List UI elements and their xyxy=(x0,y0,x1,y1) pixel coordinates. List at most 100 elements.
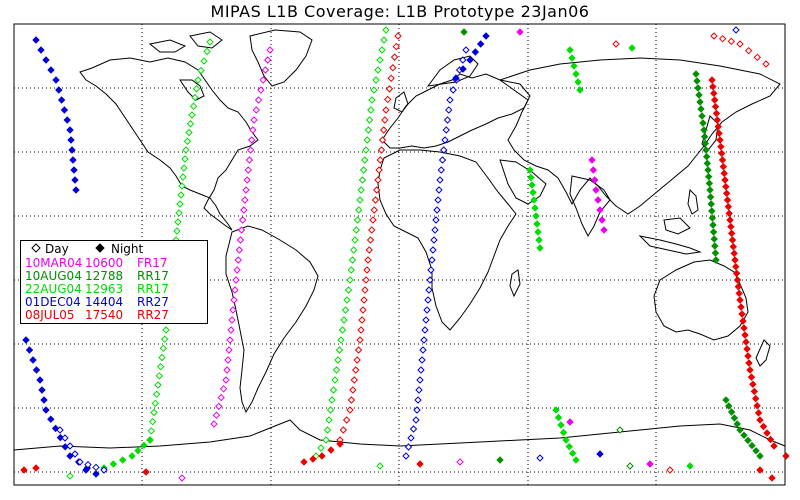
night-measurement-point xyxy=(25,346,34,354)
day-measurement-point xyxy=(148,417,157,426)
night-measurement-point xyxy=(707,200,715,208)
night-measurement-point xyxy=(722,396,730,404)
legend-entry-orbit: 12788 xyxy=(85,269,124,283)
night-measurement-point xyxy=(552,406,560,414)
day-measurement-point xyxy=(394,32,402,40)
night-measurement-point xyxy=(32,464,40,472)
night-measurement-point xyxy=(57,96,66,104)
day-measurement-point xyxy=(178,182,186,190)
night-measurement-point xyxy=(572,70,580,78)
day-measurement-point xyxy=(433,206,441,214)
night-measurement-point xyxy=(574,78,582,86)
night-measurement-point xyxy=(70,166,78,174)
day-measurement-point xyxy=(762,60,770,68)
day-measurement-point xyxy=(626,462,634,470)
night-measurement-point xyxy=(733,420,741,428)
day-measurement-point xyxy=(412,416,420,424)
night-measurement-point xyxy=(118,456,127,464)
day-measurement-point xyxy=(224,356,232,364)
day-measurement-point xyxy=(249,126,257,134)
night-measurement-point xyxy=(770,442,778,450)
legend-entry-code: RR27 xyxy=(137,308,169,322)
day-measurement-point xyxy=(353,356,361,364)
day-measurement-point xyxy=(350,376,358,384)
night-measurement-point xyxy=(32,366,41,374)
night-measurement-point xyxy=(37,46,45,54)
night-measurement-point xyxy=(701,139,710,148)
night-measurement-point xyxy=(709,221,717,229)
night-measurement-point xyxy=(68,146,76,154)
day-measurement-point xyxy=(234,256,242,264)
day-measurement-point xyxy=(237,226,246,234)
day-measurement-point xyxy=(430,236,438,244)
day-measurement-point xyxy=(219,385,228,393)
night-measurement-point xyxy=(554,413,563,422)
night-measurement-point xyxy=(750,387,758,396)
day-measurement-point xyxy=(459,56,467,64)
night-measurement-point xyxy=(740,431,748,439)
day-measurement-point xyxy=(259,76,267,84)
night-measurement-point xyxy=(706,186,714,194)
night-measurement-point xyxy=(460,28,468,36)
day-measurement-point xyxy=(92,463,100,472)
day-measurement-point xyxy=(343,296,351,304)
night-measurement-point xyxy=(721,176,729,184)
day-measurement-point xyxy=(415,386,423,394)
night-measurement-point xyxy=(746,366,754,374)
night-measurement-point xyxy=(756,452,764,460)
legend-entry-date: 08JUL05 xyxy=(25,308,75,322)
day-measurement-point xyxy=(422,316,430,324)
legend-entry-orbit: 12963 xyxy=(85,282,124,296)
night-measurement-point xyxy=(711,249,720,257)
day-measurement-point xyxy=(192,85,201,93)
night-measurement-point xyxy=(709,228,718,236)
day-measurement-point xyxy=(203,47,211,56)
day-measurement-point xyxy=(357,186,365,194)
night-measurement-point xyxy=(572,456,580,464)
night-measurement-point xyxy=(416,460,424,468)
day-measurement-point xyxy=(210,420,218,428)
day-measurement-point xyxy=(150,408,158,417)
day-measurement-point xyxy=(417,366,425,374)
day-measurement-point xyxy=(197,66,205,75)
night-measurement-point xyxy=(568,449,577,458)
day-measurement-point xyxy=(228,316,236,324)
night-measurement-point xyxy=(712,256,720,264)
day-measurement-point xyxy=(392,42,400,51)
night-measurement-point xyxy=(56,433,65,442)
day-measurement-point xyxy=(382,106,390,114)
legend-entry-date: 10MAR04 xyxy=(25,256,83,270)
day-measurement-point xyxy=(240,206,248,214)
day-measurement-point xyxy=(346,276,354,284)
legend-box: Day Night 10MAR04 10600 FR17 10AUG04 12788 RR… xyxy=(20,240,208,324)
night-measurement-point xyxy=(570,62,578,70)
night-measurement-point xyxy=(768,474,776,482)
night-measurement-point xyxy=(753,402,761,410)
day-measurement-point xyxy=(427,266,435,274)
day-measurement-point xyxy=(350,246,358,254)
night-measurement-point xyxy=(714,122,722,131)
day-measurement-point xyxy=(443,116,452,124)
day-measurement-point xyxy=(402,452,410,460)
night-measurement-point xyxy=(327,446,335,454)
day-measurement-point xyxy=(200,57,208,65)
night-measurement-point xyxy=(532,212,540,220)
night-filled-diamond-icon xyxy=(95,242,105,257)
day-measurement-point xyxy=(56,426,64,434)
night-measurement-point xyxy=(754,409,763,417)
night-measurement-point xyxy=(482,32,490,40)
day-measurement-point xyxy=(162,326,170,334)
day-measurement-point xyxy=(71,450,79,458)
night-measurement-point xyxy=(752,394,760,403)
night-measurement-point xyxy=(20,466,28,474)
night-measurement-point xyxy=(724,202,733,211)
day-measurement-point xyxy=(366,236,375,244)
orbit-tracks xyxy=(20,26,790,482)
night-measurement-point xyxy=(528,181,536,189)
day-measurement-point xyxy=(612,40,620,48)
day-measurement-point xyxy=(360,296,368,304)
night-measurement-point xyxy=(598,216,606,224)
night-measurement-point xyxy=(704,172,713,181)
day-measurement-point xyxy=(254,96,263,104)
day-measurement-point xyxy=(370,86,378,94)
